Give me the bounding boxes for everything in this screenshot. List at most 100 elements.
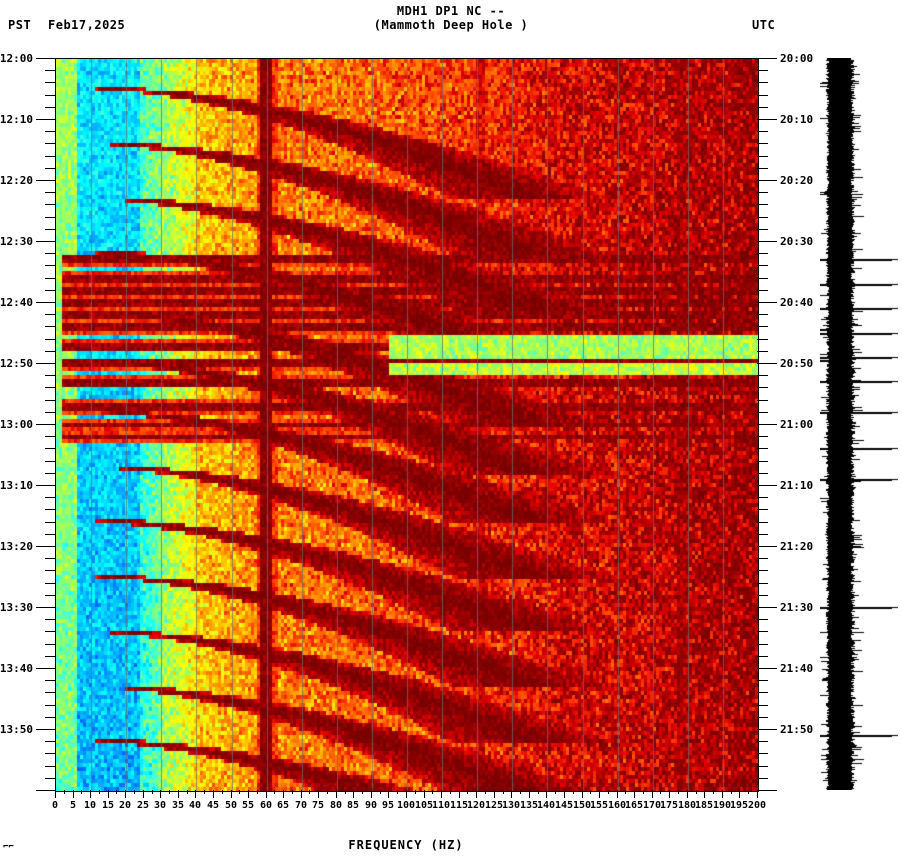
frequency-axis-label: 200 [747,800,767,811]
left-axis-time-label: 12:10 [0,113,33,126]
left-axis-minor-tick [45,570,56,571]
frequency-axis-label: 45 [206,800,220,811]
frequency-axis-label: 110 [431,800,451,811]
frequency-axis-major-tick [634,790,635,798]
left-axis-minor-tick [45,766,56,767]
frequency-axis-major-tick [406,790,407,798]
frequency-axis-minor-tick [380,790,381,794]
right-axis-minor-tick [757,229,768,230]
frequency-axis-label: 135 [519,800,539,811]
frequency-axis-title: FREQUENCY (HZ) [348,838,464,852]
left-axis-minor-tick [45,339,56,340]
right-axis-major-tick [757,302,777,303]
right-time-axis: 20:00 20:10 20:20 20:30 20:40 20:50 21:00 21:10… [757,52,813,792]
frequency-axis-label: 195 [729,800,749,811]
left-axis-minor-tick [45,387,56,388]
right-axis-minor-tick [757,461,768,462]
right-axis-time-label: 20:50 [780,357,814,370]
right-axis-minor-tick [757,717,768,718]
frequency-axis-minor-tick [169,790,170,794]
plot-title-block: MDH1 DP1 NC -- (Mammoth Deep Hole ) [0,4,902,32]
spectrogram-plot-area[interactable] [55,58,759,792]
left-axis-minor-tick [45,70,56,71]
frequency-axis-minor-tick [748,790,749,794]
right-axis-minor-tick [757,278,768,279]
left-axis-time-label: 12:40 [0,296,33,309]
frequency-axis-minor-tick [450,790,451,794]
frequency-axis-minor-tick [467,790,468,794]
frequency-axis-minor-tick [538,790,539,794]
frequency-axis-major-tick [371,790,372,798]
left-axis-minor-tick [45,461,56,462]
frequency-axis-major-tick [546,790,547,798]
left-axis-minor-tick [45,473,56,474]
frequency-axis-minor-tick [520,790,521,794]
frequency-axis-label: 180 [677,800,697,811]
right-axis-minor-tick [757,107,768,108]
frequency-axis-minor-tick [152,790,153,794]
left-axis-minor-tick [45,278,56,279]
frequency-axis-major-tick [652,790,653,798]
left-timezone-label: PST [8,18,32,32]
frequency-axis-minor-tick [257,790,258,794]
right-axis-time-label: 21:40 [780,662,814,675]
frequency-axis-minor-tick [64,790,65,794]
right-axis-minor-tick [757,522,768,523]
right-axis-minor-tick [757,583,768,584]
right-axis-major-tick [757,790,777,791]
left-axis-minor-tick [45,692,56,693]
right-axis-minor-tick [757,290,768,291]
left-axis-minor-tick [45,95,56,96]
frequency-axis-minor-tick [274,790,275,794]
date-label: Feb17,2025 [48,18,126,32]
frequency-axis-major-tick [336,790,337,798]
left-axis-major-tick [36,424,56,425]
frequency-axis: 0 5 10 15 20 25 30 35 40 45 50 55 60 65 70 75 80 85 90 95 10… [52,790,766,811]
frequency-axis-minor-tick [327,790,328,794]
frequency-axis-minor-tick [397,790,398,794]
right-axis-minor-tick [757,204,768,205]
right-axis-minor-tick [757,680,768,681]
frequency-axis-minor-tick [485,790,486,794]
frequency-axis-minor-tick [116,790,117,794]
left-axis-minor-tick [45,412,56,413]
left-axis-minor-tick [45,192,56,193]
frequency-axis-major-tick [599,790,600,798]
left-axis-minor-tick [45,156,56,157]
right-axis-minor-tick [757,595,768,596]
left-axis-major-tick [36,607,56,608]
frequency-axis-major-tick [424,790,425,798]
frequency-axis-label: 170 [642,800,662,811]
left-axis-time-label: 13:40 [0,662,33,675]
left-axis-major-tick [36,729,56,730]
frequency-axis-minor-tick [678,790,679,794]
corner-artifact-mark: ⌐⌐ [3,842,14,852]
right-axis-minor-tick [757,778,768,779]
right-axis-minor-tick [757,131,768,132]
frequency-axis-minor-tick [222,790,223,794]
left-axis-minor-tick [45,265,56,266]
frequency-axis-label: 0 [51,800,59,811]
frequency-axis-major-tick [353,790,354,798]
frequency-axis-major-tick [617,790,618,798]
left-axis-minor-tick [45,497,56,498]
right-axis-minor-tick [757,741,768,742]
left-axis-minor-tick [45,204,56,205]
left-axis-major-tick [36,790,56,791]
left-axis-time-label: 12:00 [0,52,33,65]
right-axis-minor-tick [757,265,768,266]
right-axis-minor-tick [757,82,768,83]
frequency-axis-major-tick [494,790,495,798]
frequency-axis-major-tick [669,790,670,798]
right-axis-minor-tick [757,156,768,157]
left-axis-major-tick [36,180,56,181]
right-axis-minor-tick [757,509,768,510]
right-axis-time-label: 21:00 [780,418,814,431]
frequency-axis-major-tick [108,790,109,798]
right-axis-time-label: 21:30 [780,601,814,614]
frequency-axis-label: 25 [136,800,150,811]
left-axis-minor-tick [45,107,56,108]
frequency-axis-major-tick [739,790,740,798]
left-axis-major-tick [36,363,56,364]
left-axis-minor-tick [45,595,56,596]
